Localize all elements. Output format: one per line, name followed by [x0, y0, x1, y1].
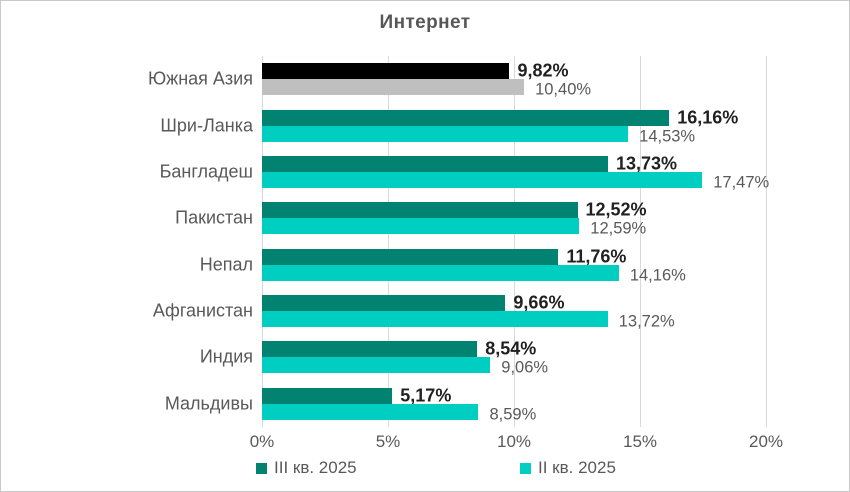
bar-q2 — [262, 171, 703, 188]
gridline — [514, 56, 515, 427]
bar-q3 — [262, 341, 478, 358]
chart-title: Интернет — [379, 12, 471, 33]
bar-q3 — [262, 202, 578, 219]
value-label-q2: 12,59% — [590, 219, 647, 238]
value-label-q3: 8,54% — [485, 338, 537, 359]
bar-group-5: 9,66% 13,72% — [262, 288, 766, 334]
legend: III кв. 2025 II кв. 2025 — [1, 458, 849, 482]
category-label: Южная Азия — [148, 68, 253, 89]
x-axis: 0% 5% 10% 15% 20% — [250, 432, 783, 454]
bar-group-1: 16,16% 14,53% — [262, 102, 766, 148]
bar-q2 — [262, 357, 491, 374]
value-label-q3: 16,16% — [677, 107, 739, 128]
bar-group-2: 13,73% 17,47% — [262, 149, 770, 195]
legend-item-q3-2025: III кв. 2025 — [256, 458, 357, 478]
value-label-q2: 14,16% — [629, 266, 686, 285]
bar-q3 — [262, 248, 559, 265]
gridline — [640, 56, 641, 427]
value-label-q2: 8,59% — [489, 405, 537, 424]
legend-swatch-q3 — [256, 462, 267, 474]
x-tick-label: 5% — [375, 432, 401, 451]
value-label-q3: 11,76% — [566, 246, 627, 267]
value-label-q2: 9,06% — [501, 358, 549, 377]
bar-q2 — [262, 218, 580, 235]
bar-group-0: 9,82% 10,40% — [262, 56, 766, 102]
x-tick-label: 10% — [496, 432, 532, 451]
gridline — [262, 56, 263, 427]
bar-q2 — [262, 264, 619, 281]
category-label: Пакистан — [175, 207, 253, 228]
bar-q3 — [262, 387, 393, 404]
value-label-q2: 17,47% — [713, 173, 770, 192]
bar-q3 — [262, 109, 670, 126]
value-label-q2: 10,40% — [535, 80, 592, 99]
gridline — [766, 56, 767, 427]
category-label: Шри-Ланка — [160, 115, 253, 136]
legend-label-q3: III кв. 2025 — [274, 458, 357, 477]
legend-item-q2-2025: II кв. 2025 — [520, 458, 616, 478]
x-tick-label: 0% — [249, 432, 275, 451]
gridline — [388, 56, 389, 427]
bar-q3 — [262, 155, 608, 172]
value-label-q2: 13,72% — [618, 312, 675, 331]
value-label-q3: 13,73% — [615, 153, 678, 174]
category-axis: Южная Азия Шри-Ланка Бангладеш Пакистан Непа… — [1, 56, 253, 427]
bar-q2 — [262, 403, 479, 420]
category-label: Индия — [199, 346, 253, 367]
bar-q2 — [262, 125, 629, 142]
value-label-q2: 14,53% — [639, 127, 696, 146]
value-label-q3: 5,17% — [400, 385, 452, 406]
bar-group-6: 8,54% 9,06% — [262, 334, 766, 380]
legend-label-q2: II кв. 2025 — [538, 458, 616, 477]
bar-group-3: 12,52% 12,59% — [262, 195, 766, 241]
plot-area: 9,82% 10,40% 16,16% 14,53% 13,73% 17,47% 12,52… — [262, 56, 770, 427]
category-label: Мальдивы — [164, 393, 253, 414]
x-tick-label: 15% — [622, 432, 658, 451]
bar-group-4: 11,76% 14,16% — [262, 242, 766, 288]
legend-swatch-q2 — [520, 462, 531, 474]
bar-q3 — [262, 63, 510, 80]
category-label: Афганистан — [152, 300, 253, 321]
category-label: Непал — [199, 254, 253, 275]
bar-group-7: 5,17% 8,59% — [262, 381, 766, 427]
value-label-q3: 9,82% — [517, 60, 569, 81]
bar-q2 — [262, 79, 525, 96]
value-label-q3: 9,66% — [513, 292, 565, 313]
category-label: Бангладеш — [159, 161, 253, 182]
bar-q3 — [262, 295, 506, 312]
bar-q2 — [262, 311, 608, 328]
x-tick-label: 20% — [748, 432, 784, 451]
value-label-q3: 12,52% — [585, 199, 647, 220]
